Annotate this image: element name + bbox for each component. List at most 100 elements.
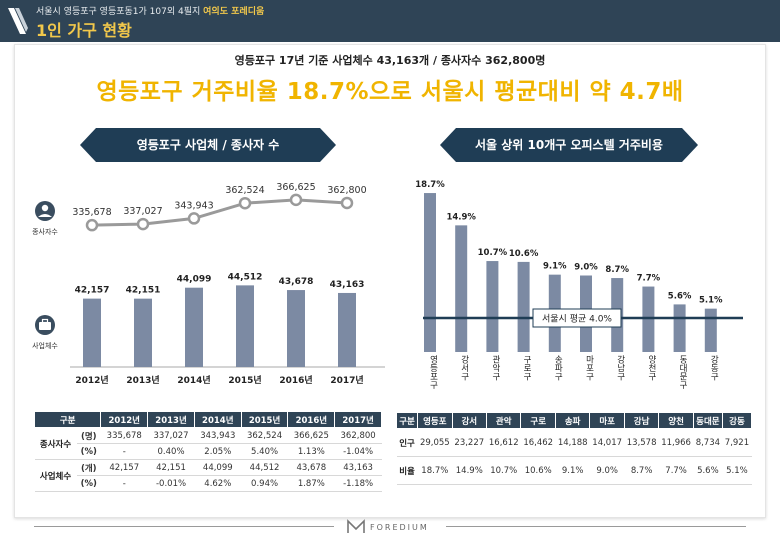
table-cell: 9.0% (589, 456, 625, 485)
table-cell: 362,800 (334, 427, 382, 444)
table-header-row: 구분 영등포 강서 관악 구로 송파 마포 강남 양천 동대문 강동 (395, 412, 753, 429)
workers-data-label: 362,524 (225, 185, 264, 196)
business-data-label: 43,678 (279, 277, 314, 287)
seoul-average-label: 서울시 평균 4.0% (542, 314, 612, 325)
business-bar (338, 292, 356, 367)
table-cell: 2.05% (194, 443, 242, 460)
table-cell: 16,612 (486, 428, 521, 457)
table-cell: - (100, 443, 148, 460)
district-data-label: 5.6% (668, 291, 692, 301)
x-tick-label: 2014년 (177, 374, 210, 386)
officetel-ratio-bar-chart: 18.7% 영등포구 14.9% 강서구 10.7% 관악구 10.6% 구로구 9.1% 송파구… (415, 180, 743, 390)
table-cell: 42,151 (147, 459, 195, 476)
district-bar (424, 193, 436, 352)
table-row: 인구 29,055 23,227 16,612 16,462 14,188 14,017 13… (396, 428, 752, 457)
row-unit-label: (%) (76, 443, 101, 460)
table-cell: 18.7% (417, 456, 453, 485)
table-cell: 14,188 (555, 428, 590, 457)
district-bar (517, 261, 530, 352)
table-row: (%) - -0.01% 4.62% 0.94% 1.87% -1.18% (35, 475, 382, 492)
table-header-cell: 2014년 (193, 411, 242, 428)
x-tick-label: 송파구 (553, 355, 563, 381)
business-bar (185, 287, 203, 367)
top-header-bar: 서울시 영등포구 영등포동1가 107외 4필지 여의도 포레디움 1인 가구 … (0, 0, 780, 42)
page-title: 1인 가구 현황 (36, 21, 132, 40)
table-header-cell: 동대문 (692, 412, 723, 429)
business-data-label: 44,512 (228, 272, 263, 282)
table-cell: 1.87% (287, 475, 335, 492)
worker-person-icon: 종사자수 (32, 201, 58, 236)
x-tick-label: 2017년 (330, 374, 363, 386)
table-header-cell: 강서 (451, 412, 488, 429)
table-cell: 4.62% (194, 475, 242, 492)
table-cell: 5.1% (722, 456, 752, 485)
business-data-label: 42,151 (126, 286, 161, 296)
district-bar (673, 304, 686, 352)
district-data-label: 5.1% (699, 296, 723, 306)
table-cell: 0.40% (147, 443, 195, 460)
x-tick-label: 강서구 (459, 354, 469, 381)
right-section-banner: 서울 상위 10개구 오피스텔 거주비용 (440, 128, 698, 162)
district-bar (455, 225, 468, 352)
business-bar (287, 290, 305, 367)
table-header-cell: 구분 (395, 412, 419, 429)
workers-data-label: 343,943 (174, 200, 213, 211)
district-bar (486, 261, 499, 352)
footer-divider-right (446, 526, 746, 527)
table-cell: 0.94% (241, 475, 288, 492)
table-cell: 14.9% (452, 456, 487, 485)
building-name: 여의도 포레디움 (203, 7, 265, 17)
table-header-cell: 양천 (658, 412, 694, 429)
summary-subheading: 영등포구 17년 기준 사업체수 43,163개 / 종사자수 362,800명 (234, 54, 546, 67)
x-tick-label: 마포구 (584, 355, 594, 381)
table-cell: 44,512 (241, 459, 288, 476)
workers-series-line (91, 198, 348, 227)
table-header-cell: 강남 (623, 412, 660, 429)
row-group-label: 종사자수 (34, 427, 77, 460)
business-icon-label: 사업체수 (32, 341, 58, 350)
table-cell: -1.18% (334, 475, 382, 492)
table-cell: 362,524 (241, 427, 288, 444)
right-data-table: 구분 영등포 강서 관악 구로 송파 마포 강남 양천 동대문 강동 인구 29,055 23,227 1… (395, 412, 753, 485)
table-cell: 1.13% (287, 443, 335, 460)
table-header-row: 구분 2012년 2013년 2014년 2015년 2016년 2017년 (33, 411, 382, 428)
table-row: 종사자수 (명) 335,678 337,027 343,943 362,524 366,6… (34, 427, 382, 460)
table-cell: 44,099 (194, 459, 242, 476)
foredium-logo-icon (347, 519, 365, 533)
x-tick-label: 2012년 (75, 374, 108, 386)
district-data-label: 9.0% (574, 263, 598, 273)
x-tick-label: 구로구 (522, 355, 532, 381)
table-cell: 8.7% (624, 456, 659, 485)
table-cell: 16,462 (520, 428, 556, 457)
business-bar (236, 285, 254, 367)
row-label: 인구 (396, 428, 418, 457)
table-cell: 23,227 (452, 428, 487, 457)
address-text: 서울시 영등포구 영등포동1가 107외 4필지 (36, 7, 201, 17)
table-row: 비율 18.7% 14.9% 10.7% 10.6% 9.1% 9.0% 8.7% 7.7% 5.… (396, 456, 752, 485)
table-cell: 5.40% (241, 443, 288, 460)
row-label: 비율 (396, 456, 418, 485)
table-cell: 29,055 (417, 428, 453, 457)
district-data-label: 9.1% (543, 262, 567, 272)
district-data-label: 8.7% (605, 265, 629, 275)
workers-point (289, 193, 303, 207)
table-cell: 14,017 (589, 428, 625, 457)
business-data-label: 44,099 (177, 275, 212, 285)
x-tick-label: 2015년 (228, 374, 261, 386)
x-tick-label: 양천구 (646, 354, 656, 381)
table-header-cell: 강동 (721, 412, 753, 429)
table-header-cell: 2012년 (100, 411, 149, 428)
workers-point (85, 218, 99, 232)
table-cell: 43,678 (287, 459, 335, 476)
workers-point (340, 196, 354, 210)
left-section-banner: 영등포구 사업체 / 종사자 수 (80, 128, 336, 162)
table-header-cell: 송파 (554, 412, 591, 429)
footer-divider-left (34, 526, 334, 527)
headline: 영등포구 거주비율 18.7%으로 서울시 평균대비 약 4.7배 (96, 79, 684, 105)
business-bar (134, 298, 152, 367)
x-tick-label: 강남구 (615, 354, 625, 381)
x-tick-label: 강동구 (709, 354, 719, 381)
table-row: 사업체수 (개) 42,157 42,151 44,099 44,512 43,678 43,… (34, 459, 382, 492)
x-tick-label: 동대문구 (678, 355, 688, 390)
table-header-cell: 2015년 (240, 411, 289, 428)
